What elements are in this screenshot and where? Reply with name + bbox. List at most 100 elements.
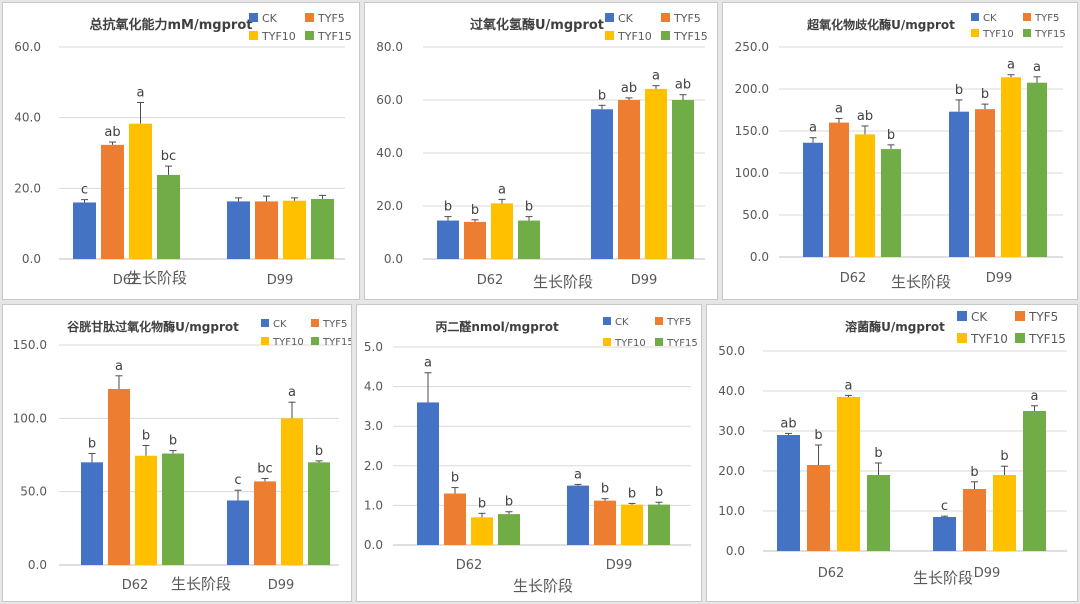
significance-label: a — [809, 121, 817, 136]
significance-label: a — [845, 378, 853, 393]
legend-label: CK — [262, 12, 278, 25]
significance-label: b — [887, 128, 895, 143]
x-tick-label: D99 — [268, 578, 295, 593]
legend-swatch — [1015, 311, 1025, 321]
bar — [437, 220, 459, 259]
bar — [1023, 411, 1046, 551]
bar — [471, 517, 493, 545]
y-tick-label: 50.0 — [718, 344, 745, 358]
bar — [933, 517, 956, 551]
y-tick-label: 5.0 — [364, 340, 383, 354]
legend-swatch — [305, 31, 314, 40]
x-tick-label: D99 — [986, 271, 1013, 286]
y-tick-label: 50.0 — [20, 485, 47, 499]
bar — [855, 134, 875, 257]
legend-swatch — [603, 338, 611, 346]
legend-label: CK — [273, 319, 287, 330]
legend-swatch — [1023, 29, 1031, 37]
bar — [777, 435, 800, 551]
bar — [417, 402, 439, 545]
legend-swatch — [655, 338, 663, 346]
bar — [73, 202, 96, 259]
legend-swatch — [249, 31, 258, 40]
legend-swatch — [249, 13, 258, 22]
bar — [162, 453, 184, 565]
significance-label: b — [955, 83, 963, 98]
bar — [594, 500, 616, 545]
significance-label: c — [941, 499, 948, 514]
legend-label: TYF15 — [317, 30, 352, 43]
legend-swatch — [1015, 333, 1025, 343]
legend-swatch — [261, 337, 269, 345]
y-tick-label: 100.0 — [735, 166, 769, 180]
bar — [227, 500, 249, 565]
chart-title: 丙二醛nmol/mgprot — [435, 319, 559, 334]
bar — [157, 174, 180, 259]
bar — [135, 455, 157, 565]
y-tick-label: 0.0 — [22, 252, 41, 266]
legend-label: TYF5 — [673, 12, 701, 25]
chart-panel-gsh-px: 0.0 50.0 100.0 150.0 b c a bc b a b b D62 D99 生长阶段 谷胱甘肽… — [2, 304, 352, 602]
chart-panel-sod: 0.0 50.0 100.0 150.0 200.0 250.0 a b a b ab a b a D62 D… — [722, 2, 1078, 300]
legend-swatch — [311, 319, 319, 327]
bar — [311, 198, 334, 259]
significance-label: b — [451, 471, 459, 486]
x-tick-label: D99 — [631, 273, 658, 288]
legend-swatch — [1023, 13, 1031, 21]
bar — [254, 481, 276, 565]
chart-svg: 0.0 20.0 40.0 60.0 c ab a bc D62 D99 生长阶段 总抗氧化能力mM/… — [14, 12, 352, 288]
significance-label: a — [288, 385, 296, 400]
legend-swatch — [605, 31, 614, 40]
legend-swatch — [971, 13, 979, 21]
significance-label: b — [169, 434, 177, 449]
y-tick-label: 80.0 — [376, 40, 403, 54]
y-tick-label: 1.0 — [364, 498, 383, 512]
y-tick-label: 150.0 — [735, 124, 769, 138]
y-tick-label: 0.0 — [726, 544, 745, 558]
significance-label: bc — [257, 461, 272, 476]
bar — [807, 465, 830, 551]
bar — [491, 203, 513, 259]
x-tick-label: D62 — [840, 271, 867, 286]
legend-label: TYF10 — [982, 29, 1014, 40]
y-tick-label: 0.0 — [364, 538, 383, 552]
legend-label: TYF5 — [1034, 13, 1059, 24]
significance-label: a — [1007, 58, 1015, 73]
significance-label: a — [115, 359, 123, 374]
x-axis-title: 生长阶段 — [513, 577, 573, 595]
y-tick-label: 50.0 — [742, 208, 769, 222]
significance-label: a — [574, 467, 582, 482]
significance-label: b — [142, 428, 150, 443]
bar — [498, 514, 520, 545]
legend-swatch — [661, 31, 670, 40]
significance-label: a — [498, 182, 506, 197]
bar — [591, 109, 613, 260]
chart-svg: 0.0 1.0 2.0 3.0 4.0 5.0 a a b b b b b b D62 D99 生长阶段 丙二醛n… — [364, 317, 698, 595]
bar — [963, 489, 986, 551]
legend-label: TYF5 — [666, 317, 691, 328]
significance-label: b — [598, 88, 606, 103]
legend-label: TYF10 — [614, 338, 646, 349]
y-tick-label: 250.0 — [735, 40, 769, 54]
x-axis-title: 生长阶段 — [913, 569, 973, 587]
chart-panel-catalase: 0.0 20.0 40.0 60.0 80.0 b b b ab a a b ab D62 D99 生长阶段过… — [364, 2, 718, 300]
y-tick-label: 0.0 — [384, 252, 403, 266]
bar — [881, 149, 901, 257]
x-tick-label: D62 — [818, 566, 845, 581]
x-tick-label: D62 — [477, 273, 504, 288]
x-tick-label: D62 — [113, 273, 140, 288]
legend-label: CK — [615, 317, 629, 328]
significance-label: a — [652, 69, 660, 84]
chart-panel-mda: 0.0 1.0 2.0 3.0 4.0 5.0 a a b b b b b b D62 D99 生长阶段 丙二醛n… — [356, 304, 702, 602]
chart-panel-total-antioxidant: 0.0 20.0 40.0 60.0 c ab a bc D62 D99 生长阶段 总抗氧化能力mM/… — [2, 2, 360, 300]
chart-title: 谷胱甘肽过氧化物酶U/mgprot — [67, 319, 239, 334]
bar — [444, 493, 466, 545]
bar — [975, 109, 995, 257]
y-tick-label: 200.0 — [735, 82, 769, 96]
bar — [1001, 77, 1021, 258]
y-tick-label: 40.0 — [376, 146, 403, 160]
legend-swatch — [971, 29, 979, 37]
chart-title: 总抗氧化能力mM/mgprot — [90, 17, 253, 33]
